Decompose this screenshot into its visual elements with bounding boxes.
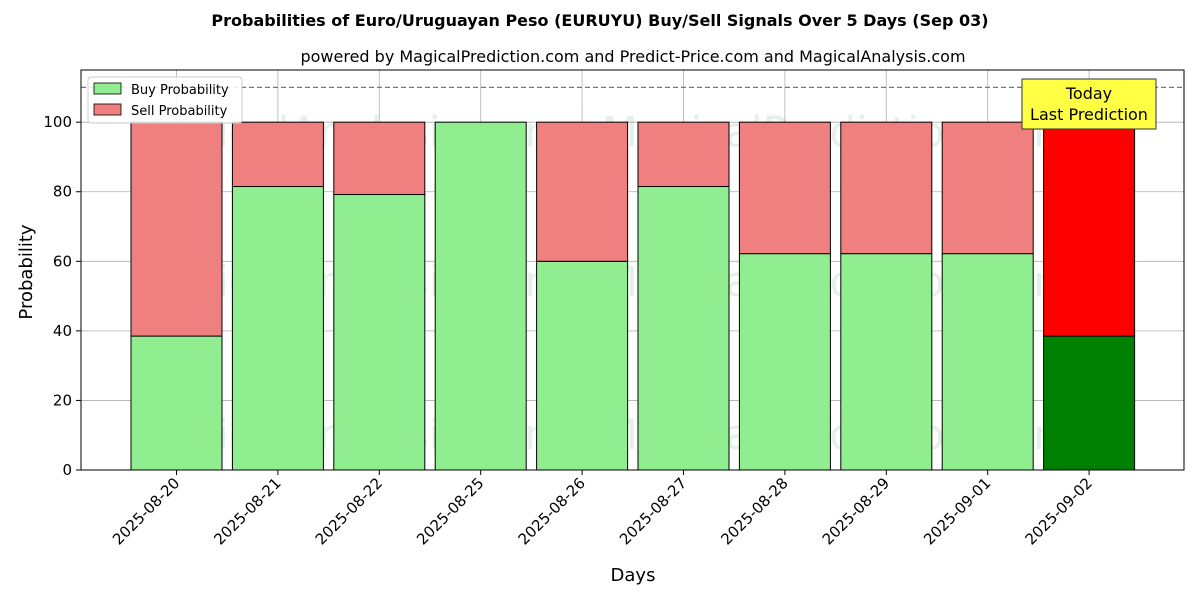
sell-bar [536, 121, 629, 262]
chart-subtitle: powered by MagicalPrediction.com and Pre… [300, 47, 965, 66]
x-axis-label: Days [611, 565, 656, 586]
sell-bar [637, 121, 730, 188]
sell-bar [738, 121, 831, 255]
legend-swatch-sell [93, 103, 122, 116]
buy-bar [738, 253, 831, 471]
buy-bar [941, 253, 1034, 471]
y-tick-label: 80 [53, 183, 72, 201]
legend-label-sell: Sell Probability [131, 104, 228, 119]
y-tick-label: 100 [43, 113, 72, 131]
y-tick-label: 40 [53, 322, 72, 340]
plot-frame [80, 69, 1185, 471]
today-annotation: Today Last Prediction [1021, 78, 1157, 130]
sell-bar [1043, 121, 1136, 337]
buy-bar [840, 253, 933, 471]
sell-bar [333, 121, 426, 196]
today-annotation-line2: Last Prediction [1030, 105, 1148, 124]
sell-bar [231, 121, 324, 188]
chart-title: Probabilities of Euro/Uruguayan Peso (EU… [211, 11, 988, 30]
legend-swatch-buy [93, 82, 122, 95]
y-tick-label: 0 [62, 461, 72, 479]
buy-bar [434, 121, 527, 471]
today-annotation-box [1021, 78, 1157, 130]
sell-bar [130, 121, 223, 337]
today-annotation-line1: Today [1065, 84, 1112, 103]
y-tick-label: 20 [53, 391, 72, 409]
buy-bar [637, 186, 730, 471]
legend-box [87, 76, 243, 124]
bars [130, 121, 1136, 471]
buy-bar [1043, 335, 1136, 471]
buy-bar [333, 194, 426, 471]
legend: Buy Probability Sell Probability [87, 76, 243, 124]
sell-bar [840, 121, 933, 255]
buy-bar [231, 186, 324, 471]
sell-bar [941, 121, 1034, 255]
y-axis-label: Probability [16, 224, 37, 319]
buy-bar [130, 335, 223, 471]
buy-bar [536, 260, 629, 471]
legend-label-buy: Buy Probability [131, 83, 229, 98]
axes [80, 69, 1185, 471]
y-tick-label: 60 [53, 252, 72, 270]
